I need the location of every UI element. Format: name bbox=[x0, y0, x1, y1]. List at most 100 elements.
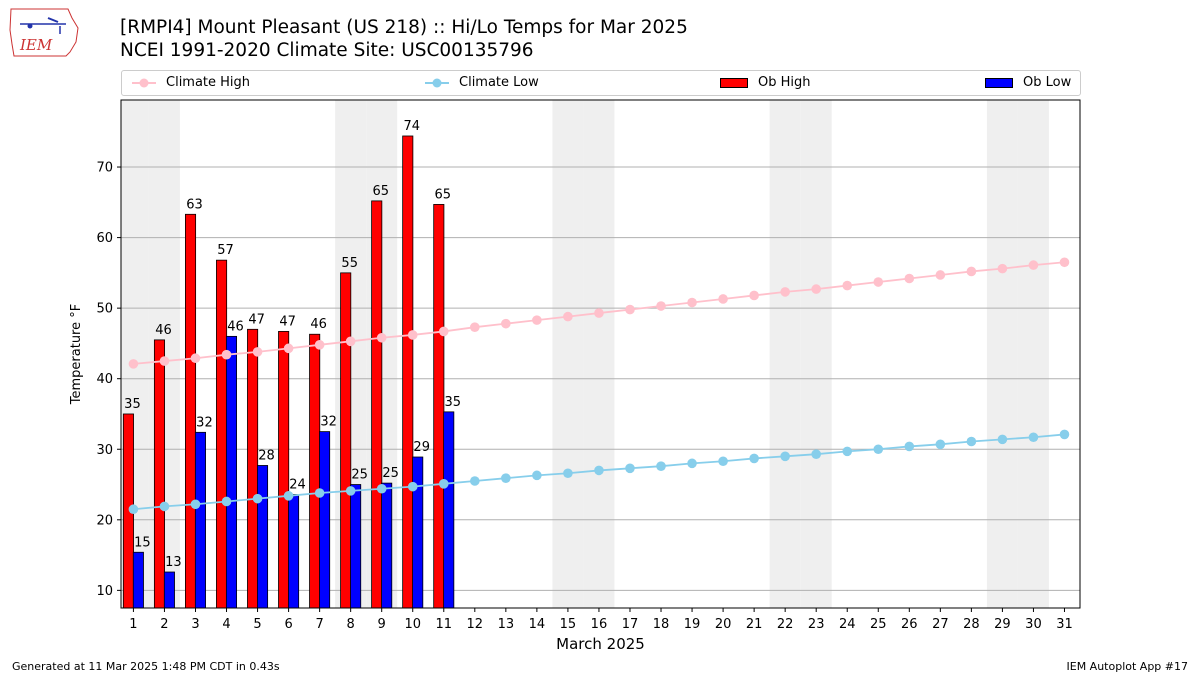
climate-low-point bbox=[873, 444, 884, 455]
ob-low-label: 25 bbox=[382, 466, 399, 481]
ob-low-label: 13 bbox=[165, 555, 182, 570]
legend-swatch-climate-low bbox=[425, 78, 449, 87]
climate-high-point bbox=[904, 273, 915, 284]
climate-high-point bbox=[842, 280, 853, 291]
climate-high-point bbox=[873, 277, 884, 287]
ob-low-bar bbox=[288, 494, 300, 609]
ob-high-label: 35 bbox=[124, 397, 141, 412]
logo-text: IEM bbox=[19, 36, 53, 54]
climate-low-point bbox=[594, 465, 604, 476]
climate-high-point bbox=[501, 318, 511, 329]
legend-item-ob-high: Ob High bbox=[720, 75, 811, 90]
climate-low-point bbox=[842, 446, 853, 457]
climate-low-point bbox=[190, 499, 201, 510]
ob-low-bar bbox=[257, 465, 269, 609]
climate-low-point bbox=[687, 458, 697, 469]
climate-low-point bbox=[966, 436, 977, 447]
ob-high-label: 55 bbox=[341, 256, 358, 271]
x-tick-label: 13 bbox=[498, 617, 515, 632]
x-tick-label: 6 bbox=[284, 617, 292, 632]
footer-generated: Generated at 11 Mar 2025 1:48 PM CDT in … bbox=[12, 660, 280, 673]
climate-high-point bbox=[221, 349, 232, 360]
x-tick-label: 15 bbox=[560, 617, 577, 632]
ob-low-label: 32 bbox=[196, 415, 213, 430]
x-tick-label: 8 bbox=[347, 617, 355, 632]
ob-high-bar bbox=[247, 328, 259, 609]
legend-label-climate-high: Climate High bbox=[166, 75, 251, 90]
x-tick-label: 1 bbox=[129, 617, 137, 632]
ob-low-bar bbox=[412, 456, 424, 609]
weekend-band bbox=[769, 100, 801, 608]
x-tick-label: 18 bbox=[653, 617, 670, 632]
ob-high-label: 63 bbox=[186, 197, 203, 212]
weekend-band bbox=[583, 100, 615, 608]
ob-low-label: 29 bbox=[413, 440, 430, 455]
ob-high-label: 74 bbox=[403, 119, 420, 134]
ob-high-bar bbox=[309, 333, 321, 609]
climate-high-point bbox=[656, 301, 666, 311]
ob-high-label: 65 bbox=[435, 187, 452, 202]
weekend-band bbox=[986, 100, 1018, 608]
climate-high-point bbox=[128, 359, 139, 369]
y-tick-label: 70 bbox=[96, 161, 113, 176]
climate-high-point bbox=[594, 308, 604, 318]
ob-low-label: 24 bbox=[289, 477, 306, 492]
climate-high-point bbox=[749, 290, 759, 301]
climate-high-point bbox=[190, 353, 201, 364]
climate-low-point bbox=[438, 479, 449, 489]
climate-high-point bbox=[966, 266, 977, 277]
chart-subtitle: NCEI 1991-2020 Climate Site: USC00135796 bbox=[120, 40, 534, 61]
ob-low-bar bbox=[132, 551, 144, 609]
climate-low-point bbox=[656, 461, 666, 471]
climate-high-point bbox=[470, 322, 480, 332]
x-tick-label: 20 bbox=[715, 617, 732, 632]
x-tick-label: 5 bbox=[253, 617, 261, 632]
legend-label-ob-high: Ob High bbox=[758, 75, 811, 90]
climate-high-point bbox=[159, 356, 170, 366]
ob-low-bar bbox=[381, 482, 393, 609]
x-tick-label: 3 bbox=[191, 617, 199, 632]
climate-high-point bbox=[563, 311, 573, 322]
ob-high-bar bbox=[153, 339, 166, 609]
ob-high-bar bbox=[340, 272, 352, 609]
x-tick-label: 28 bbox=[963, 617, 980, 632]
climate-high-point bbox=[780, 287, 790, 297]
ob-low-bar bbox=[443, 411, 455, 609]
x-tick-label: 16 bbox=[591, 617, 608, 632]
legend-swatch-ob-low bbox=[985, 77, 1013, 88]
climate-high-point bbox=[407, 330, 418, 340]
climate-low-point bbox=[221, 496, 232, 507]
ob-high-bar bbox=[402, 135, 414, 609]
climate-high-point bbox=[625, 304, 635, 315]
ob-low-bar bbox=[350, 484, 362, 609]
ob-high-label: 57 bbox=[217, 243, 234, 258]
ob-low-bar bbox=[225, 335, 238, 609]
y-tick-label: 50 bbox=[96, 302, 113, 317]
climate-low-point bbox=[159, 501, 170, 512]
y-tick-label: 40 bbox=[96, 372, 113, 387]
ob-high-bar bbox=[216, 259, 228, 609]
x-tick-label: 26 bbox=[901, 617, 918, 632]
y-axis-label: Temperature °F bbox=[69, 304, 84, 405]
x-tick-label: 21 bbox=[746, 617, 763, 632]
ob-high-label: 65 bbox=[372, 184, 389, 199]
x-tick-label: 14 bbox=[529, 617, 546, 632]
x-tick-label: 7 bbox=[315, 617, 323, 632]
weekend-band bbox=[800, 100, 832, 608]
climate-high-point bbox=[997, 263, 1008, 274]
ob-high-bar bbox=[371, 200, 383, 609]
climate-low-point bbox=[935, 439, 946, 450]
climate-high-point bbox=[283, 343, 294, 354]
climate-low-point bbox=[780, 451, 790, 462]
x-tick-label: 2 bbox=[160, 617, 168, 632]
y-tick-label: 60 bbox=[96, 231, 113, 246]
ob-high-label: 47 bbox=[279, 314, 296, 329]
x-tick-label: 12 bbox=[467, 617, 484, 632]
climate-low-point bbox=[1028, 432, 1039, 443]
climate-high-point bbox=[252, 347, 263, 357]
x-tick-label: 10 bbox=[404, 617, 421, 632]
ob-low-label: 28 bbox=[258, 448, 275, 463]
climate-high-point bbox=[718, 294, 728, 304]
